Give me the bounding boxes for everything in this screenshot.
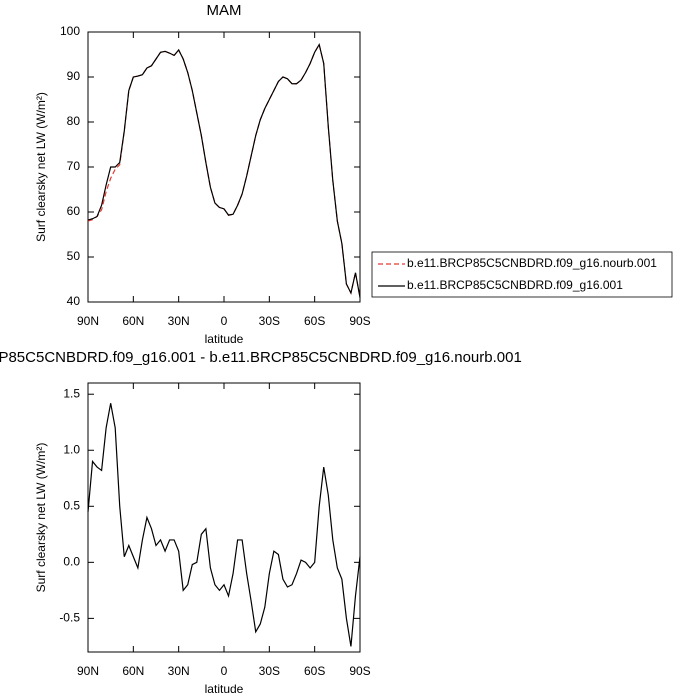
y-axis-label: Surf clearsky net LW (W/m²) <box>34 92 48 242</box>
plot-frame <box>87 382 361 653</box>
x-tick-label: 30N <box>168 664 190 678</box>
y-tick-label: 90 <box>67 69 81 83</box>
y-tick-label: -0.5 <box>59 611 80 625</box>
y-axis-label: Surf clearsky net LW (W/m²) <box>34 443 48 593</box>
x-tick-label: 0 <box>221 314 228 328</box>
x-tick-label: 30S <box>259 314 280 328</box>
x-tick-label: 60S <box>304 664 325 678</box>
x-tick-label: 90N <box>77 314 99 328</box>
x-axis-label: latitude <box>205 332 244 346</box>
y-tick-label: 50 <box>67 249 81 263</box>
x-tick-label: 60N <box>122 664 144 678</box>
y-tick-label: 1.0 <box>63 442 80 456</box>
x-tick-label: 0 <box>221 664 228 678</box>
y-tick-label: 40 <box>67 294 81 308</box>
series-line <box>87 43 361 298</box>
y-tick-label: 100 <box>60 24 80 38</box>
x-axis-label: latitude <box>205 682 244 696</box>
x-tick-label: 30S <box>259 664 280 678</box>
legend-box <box>371 251 673 298</box>
x-tick-label: 90N <box>77 664 99 678</box>
y-tick-label: 0.5 <box>63 498 80 512</box>
x-tick-label: 60N <box>122 314 144 328</box>
x-tick-label: 30N <box>168 314 190 328</box>
series-line <box>87 43 361 298</box>
legend-label: b.e11.BRCP85C5CNBDRD.f09_g16.001 <box>407 278 623 292</box>
y-tick-label: 80 <box>67 114 81 128</box>
chart-title: b.e11.BRCP85C5CNBDRD.f09_g16.001 - b.e11… <box>0 349 522 366</box>
plot-frame <box>87 31 361 303</box>
y-tick-label: 1.5 <box>63 386 80 400</box>
x-tick-label: 60S <box>304 314 325 328</box>
y-tick-label: 0.0 <box>63 555 80 569</box>
legend-label: b.e11.BRCP85C5CNBDRD.f09_g16.nourb.001 <box>407 256 657 270</box>
chart-title: MAM <box>207 2 242 19</box>
x-tick-label: 90S <box>349 314 370 328</box>
x-tick-label: 90S <box>349 664 370 678</box>
series-line <box>87 403 361 647</box>
y-tick-label: 60 <box>67 204 81 218</box>
y-tick-label: 70 <box>67 159 81 173</box>
